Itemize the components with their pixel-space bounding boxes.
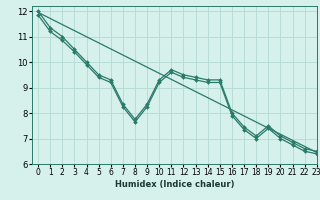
X-axis label: Humidex (Indice chaleur): Humidex (Indice chaleur) <box>115 180 234 189</box>
